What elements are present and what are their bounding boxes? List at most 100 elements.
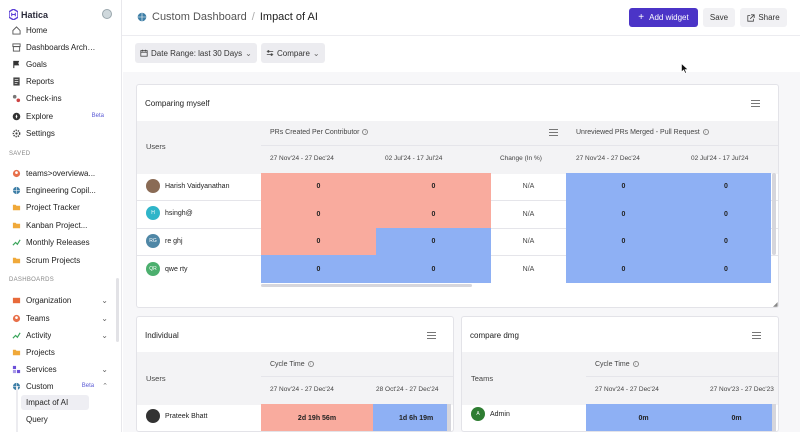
sidebar-item-label: Home	[26, 25, 48, 35]
sidebar-scrollbar[interactable]	[116, 278, 119, 342]
table-row-user[interactable]: RG re ghj	[146, 234, 183, 248]
dashboards-section-label: DASHBOARDS	[9, 277, 55, 283]
date-range-filter[interactable]: Date Range: last 30 Days ⌄	[135, 43, 257, 63]
globe-icon	[12, 186, 21, 194]
sidebar-item-label: Check-ins	[26, 93, 62, 103]
sidebar-item-reports[interactable]: Reports	[12, 74, 116, 88]
metric-header-cycle-time: Cycle Time i	[270, 361, 314, 368]
app-logo-text: Hatica	[21, 9, 49, 20]
sidebar-item-dashboards-archive[interactable]: Dashboards Archive	[12, 40, 116, 54]
share-label: Share	[758, 13, 780, 22]
info-icon[interactable]: i	[307, 361, 314, 368]
sidebar-item-home[interactable]: Home	[12, 23, 116, 37]
sidebar-item-projects[interactable]: Projects	[12, 345, 116, 359]
sidebar-saved-item[interactable]: Project Tracker	[12, 200, 116, 214]
table-row-user[interactable]: QR qwe rty	[146, 262, 188, 276]
period-header: 02 Jul'24 - 17 Jul'24	[385, 155, 443, 162]
table-row-user[interactable]: H hsingh@	[146, 206, 193, 220]
page-header: Custom Dashboard / Impact of AI + Add wi…	[122, 0, 800, 36]
app-logo[interactable]: Hatica	[9, 9, 48, 20]
sidebar-item-label: Engineering Copil...	[26, 185, 96, 195]
users-column-header: Users	[146, 374, 166, 383]
sidebar-item-teams[interactable]: Teams ⌄	[12, 311, 116, 325]
info-icon[interactable]: i	[362, 129, 369, 136]
folder-icon	[12, 349, 21, 355]
share-button[interactable]: Share	[740, 8, 787, 27]
period-header: 27 Nov'24 - 27 Dec'24	[270, 386, 334, 393]
sidebar-item-label: Scrum Projects	[26, 255, 81, 265]
sidebar-item-organization[interactable]: Organization ⌄	[12, 293, 116, 307]
sidebar-item-check-ins[interactable]: Check-ins	[12, 91, 116, 105]
sidebar-item-label: Organization	[26, 295, 72, 305]
sidebar-saved-item[interactable]: Engineering Copil...	[12, 183, 116, 197]
chevron-up-icon[interactable]: ⌃	[102, 383, 108, 390]
save-button[interactable]: Save	[703, 8, 735, 27]
sidebar-subitem-query[interactable]: Query	[26, 415, 48, 424]
add-widget-button[interactable]: + Add widget	[629, 8, 698, 27]
info-icon[interactable]: i	[702, 129, 709, 136]
page-title: Impact of AI	[259, 11, 318, 23]
folder-icon	[12, 257, 21, 263]
horizontal-scrollbar[interactable]	[261, 284, 472, 287]
period-header: 02 Jul'24 - 17 Jul'24	[691, 155, 749, 162]
table-cell: 2d 19h 56m	[261, 404, 373, 431]
widget-menu-icon[interactable]	[751, 100, 760, 107]
breadcrumb-root[interactable]: Custom Dashboard	[152, 11, 247, 23]
table-cell: 0	[681, 255, 771, 283]
sidebar-item-services[interactable]: Services ⌄	[12, 362, 116, 376]
vertical-scrollbar[interactable]	[772, 404, 776, 431]
table-cell: N/A	[522, 265, 535, 273]
chevron-down-icon[interactable]: ⌄	[101, 330, 108, 340]
table-cell: 0	[376, 228, 491, 255]
users-column-header: Users	[146, 142, 166, 151]
sidebar-saved-item[interactable]: teams>overviewa...	[12, 166, 116, 180]
sidebar-item-settings[interactable]: Settings	[12, 126, 116, 140]
chevron-down-icon[interactable]: ⌄	[101, 313, 108, 323]
metric-header-unreviewed-prs: Unreviewed PRs Merged - Pull Request i	[576, 129, 709, 136]
table-cell: 0	[566, 173, 681, 200]
sidebar-item-label: Explore	[26, 111, 54, 121]
widget-menu-icon[interactable]	[427, 332, 436, 339]
user-name: hsingh@	[165, 209, 193, 217]
table-header	[137, 352, 453, 405]
sidebar-saved-item[interactable]: Scrum Projects	[12, 253, 116, 267]
chevron-down-icon[interactable]: ⌄	[101, 364, 108, 374]
avatar: RG	[146, 234, 160, 248]
sidebar-item-goals[interactable]: Goals	[12, 57, 116, 71]
sidebar-item-explore[interactable]: Explore Beta	[12, 109, 116, 123]
sidebar-item-activity[interactable]: Activity ⌄	[12, 328, 116, 342]
compare-filter[interactable]: Compare ⌄	[261, 43, 325, 63]
info-icon[interactable]: i	[632, 361, 639, 368]
checkins-icon	[12, 94, 21, 102]
vertical-scrollbar[interactable]	[447, 404, 451, 431]
archive-icon	[12, 42, 21, 52]
widget-menu-icon[interactable]	[752, 332, 761, 339]
sidebar-item-label: Activity	[26, 330, 52, 340]
services-icon	[12, 365, 21, 373]
table-row-user[interactable]: Prateek Bhatt	[146, 409, 207, 423]
column-menu-icon[interactable]	[549, 129, 558, 136]
chevron-down-icon: ⌄	[245, 48, 252, 58]
table-cell: 0m	[586, 404, 701, 431]
beta-badge: Beta	[81, 383, 95, 389]
compass-icon	[12, 112, 21, 120]
table-cell: 0	[376, 200, 491, 228]
table-row-user[interactable]: Harish Vaidyanathan	[146, 179, 229, 193]
table-cell: 0	[261, 173, 376, 200]
table-cell: 0	[566, 255, 681, 283]
vertical-scrollbar[interactable]	[772, 173, 776, 255]
chevron-down-icon[interactable]: ⌄	[101, 295, 108, 305]
team-icon	[12, 169, 21, 177]
gear-icon	[12, 129, 21, 137]
sidebar-saved-item[interactable]: Kanban Project...	[12, 218, 116, 232]
resize-handle-icon[interactable]: ◢	[773, 302, 778, 308]
sidebar-saved-item[interactable]: Monthly Releases	[12, 235, 116, 249]
divider	[261, 376, 453, 377]
table-row-team[interactable]: A Admin	[471, 407, 510, 421]
compare-label: Compare	[277, 48, 310, 58]
sidebar-subitem-impact-of-ai[interactable]: Impact of AI	[21, 395, 89, 410]
widget-comparing-myself: Comparing myself Users PRs Created Per C…	[136, 84, 779, 308]
user-avatar[interactable]	[102, 9, 112, 19]
sidebar-item-custom[interactable]: Custom Beta ⌃	[12, 379, 116, 393]
table-cell: 0	[261, 228, 376, 255]
